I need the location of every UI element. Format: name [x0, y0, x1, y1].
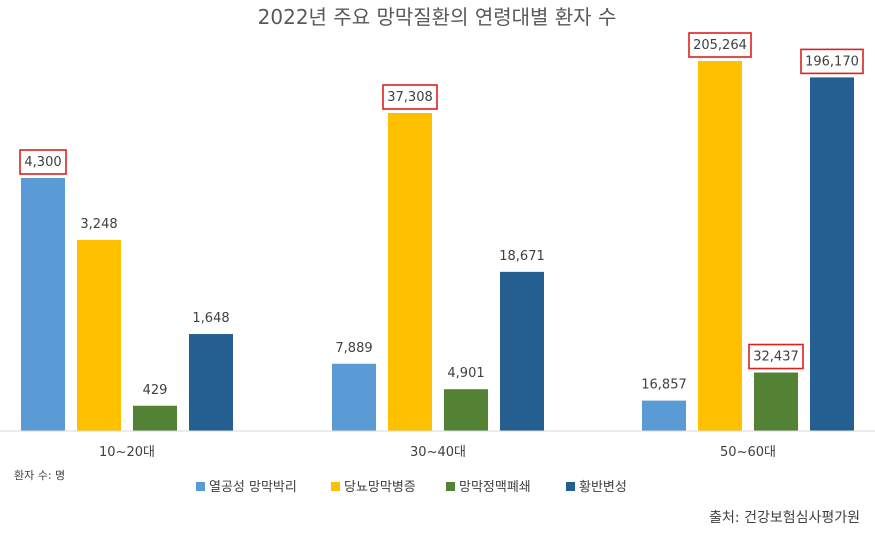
highlight-box-1-1: [382, 84, 438, 110]
bar-2-2: [754, 372, 798, 431]
legend-label-2: 망막정맥폐쇄: [459, 480, 531, 495]
bar-0-2: [642, 400, 686, 431]
legend: 열공성 망막박리 당뇨망막병증 망막정맥폐쇄 황반변성: [196, 480, 627, 495]
value-label-1-1: 37,308: [387, 90, 433, 105]
bar-1-1: [388, 113, 432, 431]
legend-swatch-2: [446, 482, 455, 491]
legend-label-1: 당뇨망막병증: [344, 480, 416, 495]
bar-1-2: [698, 61, 742, 431]
category-labels-group: 10~20대 30~40대 50~60대: [99, 445, 776, 460]
bar-3-2: [810, 77, 854, 431]
category-label-0: 10~20대: [99, 445, 155, 460]
legend-swatch-1: [331, 482, 340, 491]
source-label: 출처: 건강보험심사평가원: [709, 510, 860, 526]
bar-0-0: [21, 178, 65, 431]
bar-3-0: [189, 334, 233, 431]
value-label-0-1: 7,889: [335, 341, 372, 356]
category-label-2: 50~60대: [720, 445, 776, 460]
highlight-box-2-2: [748, 343, 804, 370]
unit-label: 환자 수: 명: [14, 469, 65, 482]
bar-2-0: [133, 405, 177, 431]
bars-group: [21, 61, 854, 431]
legend-swatch-0: [196, 482, 205, 491]
chart-title: 2022년 주요 망막질환의 연령대별 환자 수: [258, 5, 617, 29]
bar-3-1: [500, 271, 544, 431]
highlight-box-0-0: [19, 149, 67, 175]
value-label-0-2: 16,857: [641, 378, 687, 393]
bar-1-0: [77, 239, 121, 431]
category-label-1: 30~40대: [410, 445, 466, 460]
bar-0-1: [332, 363, 376, 431]
value-label-1-0: 3,248: [80, 217, 117, 232]
highlight-box-1-2: [688, 32, 752, 58]
value-label-2-1: 4,901: [447, 366, 484, 381]
value-label-2-0: 429: [143, 383, 168, 398]
legend-swatch-3: [566, 482, 575, 491]
value-label-2-2: 32,437: [753, 350, 799, 365]
value-label-1-2: 205,264: [693, 38, 747, 53]
value-label-3-1: 18,671: [499, 249, 545, 264]
legend-label-0: 열공성 망막박리: [209, 480, 297, 495]
value-label-3-2: 196,170: [805, 54, 859, 69]
value-label-0-0: 4,300: [24, 155, 61, 170]
legend-label-3: 황반변성: [579, 480, 627, 495]
highlight-box-3-2: [800, 48, 864, 75]
value-labels-group: 4,300 3,248 429 1,648 7,889 37,308 4,901 18,671…: [19, 32, 864, 398]
bar-2-1: [444, 389, 488, 431]
value-label-3-0: 1,648: [192, 311, 229, 326]
